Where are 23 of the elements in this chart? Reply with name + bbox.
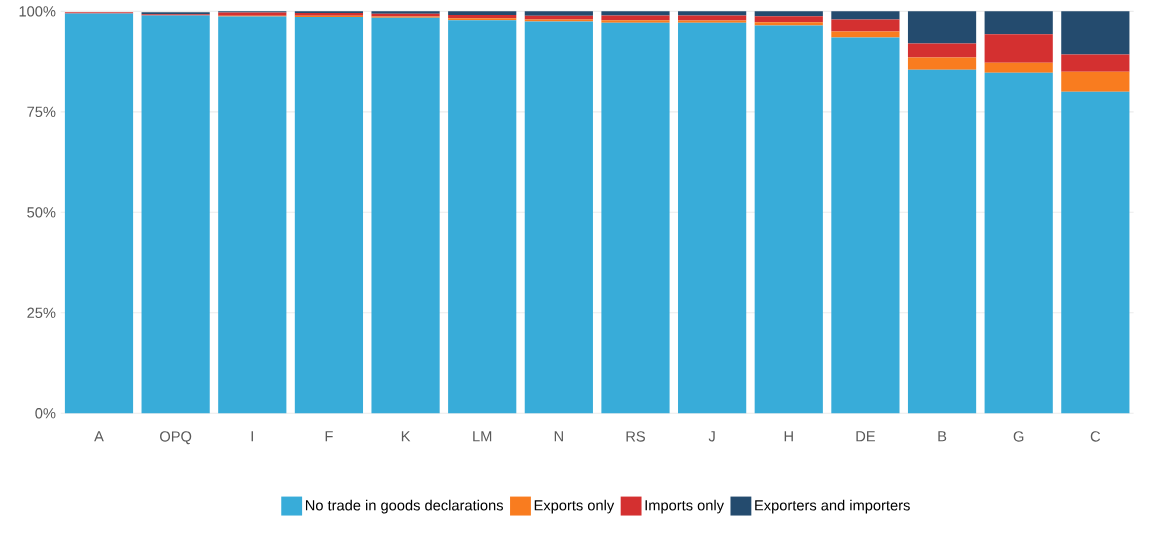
x-tick-label: C: [1090, 431, 1101, 442]
legend-label: Imports only: [645, 499, 724, 514]
x-tick-label: LM: [473, 431, 492, 442]
x-tick-label: OPQ: [160, 431, 192, 445]
legend-label: Exporters and importers: [755, 499, 910, 514]
x-tick-label: DE: [856, 431, 875, 442]
x-tick-label: G: [1013, 431, 1024, 442]
y-tick-label: 100%: [19, 6, 56, 17]
x-tick-label: F: [325, 431, 333, 442]
legend-label: Exports only: [534, 499, 615, 514]
y-tick-label: 25%: [27, 307, 56, 318]
x-tick-label: I: [251, 431, 253, 442]
y-tick-label: 50%: [27, 207, 56, 218]
x-tick-label: A: [94, 431, 104, 442]
y-tick-label: 0%: [35, 407, 56, 419]
x-tick-label: B: [938, 431, 947, 442]
y-tick-label: 75%: [27, 106, 56, 117]
legend-label: No trade in goods declarations: [305, 499, 504, 514]
x-tick-label: N: [554, 431, 563, 442]
x-tick-label: K: [401, 431, 411, 442]
x-tick-label: H: [784, 431, 793, 442]
x-tick-label: J: [708, 431, 715, 442]
x-tick-label: RS: [626, 431, 645, 442]
